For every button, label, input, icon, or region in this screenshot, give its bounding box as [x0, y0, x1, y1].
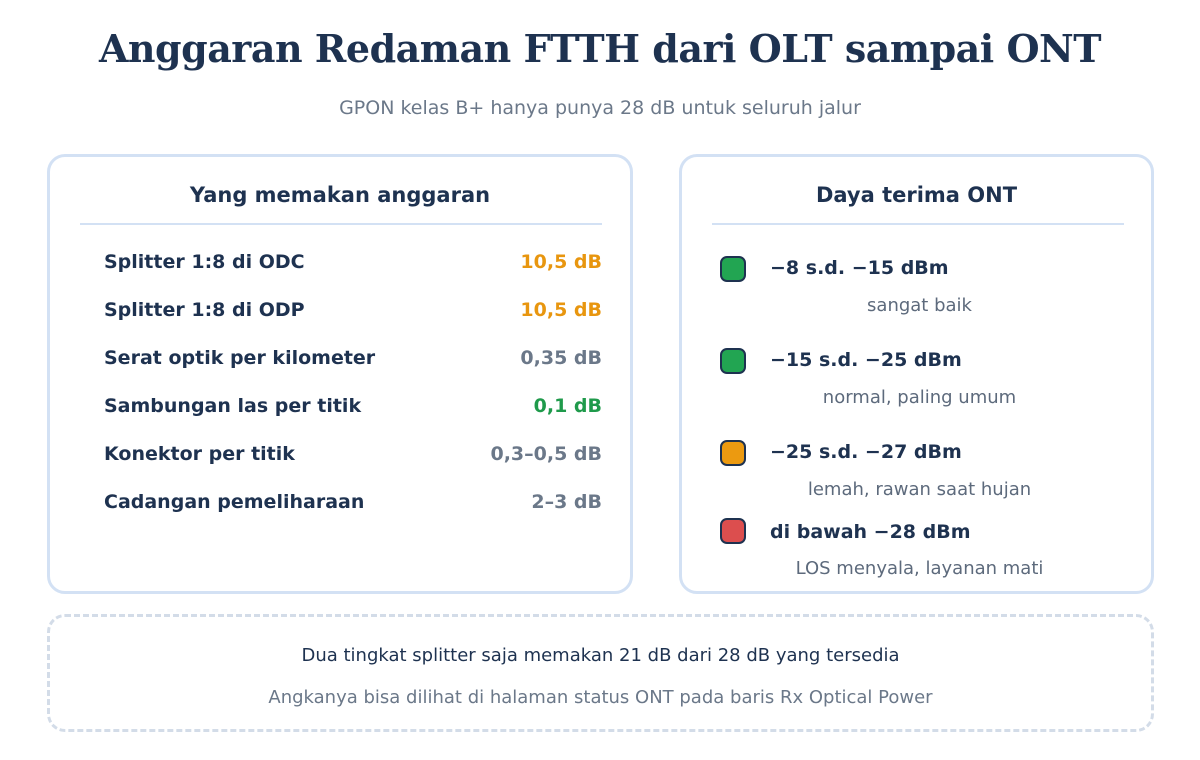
budget-row: Splitter 1:8 di ODC 10,5 dB	[104, 247, 602, 277]
budget-row: Konektor per titik 0,3–0,5 dB	[104, 439, 602, 469]
budget-row: Sambungan las per titik 0,1 dB	[104, 391, 602, 421]
red-status-icon	[720, 518, 746, 544]
budget-row-value: 0,1 dB	[533, 395, 602, 417]
budget-row-label: Cadangan pemeliharaan	[104, 491, 365, 513]
level-description: LOS menyala, layanan mati	[795, 558, 1044, 579]
page-title: Anggaran Redaman FTTH dari OLT sampai ON…	[98, 26, 1102, 71]
note-main-text: Dua tingkat splitter saja memakan 21 dB …	[301, 645, 900, 666]
green-status-icon	[720, 348, 746, 374]
budget-row-value: 0,35 dB	[520, 347, 602, 369]
budget-row: Cadangan pemeliharaan 2–3 dB	[104, 487, 602, 517]
level-description: sangat baik	[867, 295, 972, 316]
level-description: normal, paling umum	[822, 387, 1017, 408]
budget-row-label: Splitter 1:8 di ODC	[104, 251, 305, 273]
budget-row-value: 10,5 dB	[520, 251, 602, 273]
budget-row-label: Splitter 1:8 di ODP	[104, 299, 305, 321]
budget-card: Yang memakan anggaran Splitter 1:8 di OD…	[47, 154, 633, 594]
page-subtitle: GPON kelas B+ hanya punya 28 dB untuk se…	[339, 97, 861, 119]
orange-status-icon	[720, 440, 746, 466]
note-sub-text: Angkanya bisa dilihat di halaman status …	[268, 687, 933, 708]
level-description: lemah, rawan saat hujan	[807, 479, 1032, 500]
budget-row: Splitter 1:8 di ODP 10,5 dB	[104, 295, 602, 325]
level-range: −8 s.d. −15 dBm	[770, 257, 949, 279]
budget-card-title: Yang memakan anggaran	[189, 183, 491, 207]
level-range: di bawah −28 dBm	[770, 521, 971, 543]
divider	[712, 223, 1124, 225]
level-range: −25 s.d. −27 dBm	[770, 441, 962, 463]
divider	[80, 223, 602, 225]
green-status-icon	[720, 256, 746, 282]
rx-power-card-title: Daya terima ONT	[815, 183, 1018, 207]
rx-power-card: Daya terima ONT −8 s.d. −15 dBm sangat b…	[679, 154, 1154, 594]
budget-row-label: Sambungan las per titik	[104, 395, 362, 417]
level-range: −15 s.d. −25 dBm	[770, 349, 962, 371]
budget-row-value: 0,3–0,5 dB	[490, 443, 602, 465]
budget-row-value: 10,5 dB	[520, 299, 602, 321]
budget-row: Serat optik per kilometer 0,35 dB	[104, 343, 602, 373]
budget-row-value: 2–3 dB	[531, 491, 602, 513]
summary-note: Dua tingkat splitter saja memakan 21 dB …	[47, 614, 1154, 732]
budget-row-label: Serat optik per kilometer	[104, 347, 376, 369]
budget-row-label: Konektor per titik	[104, 443, 295, 465]
